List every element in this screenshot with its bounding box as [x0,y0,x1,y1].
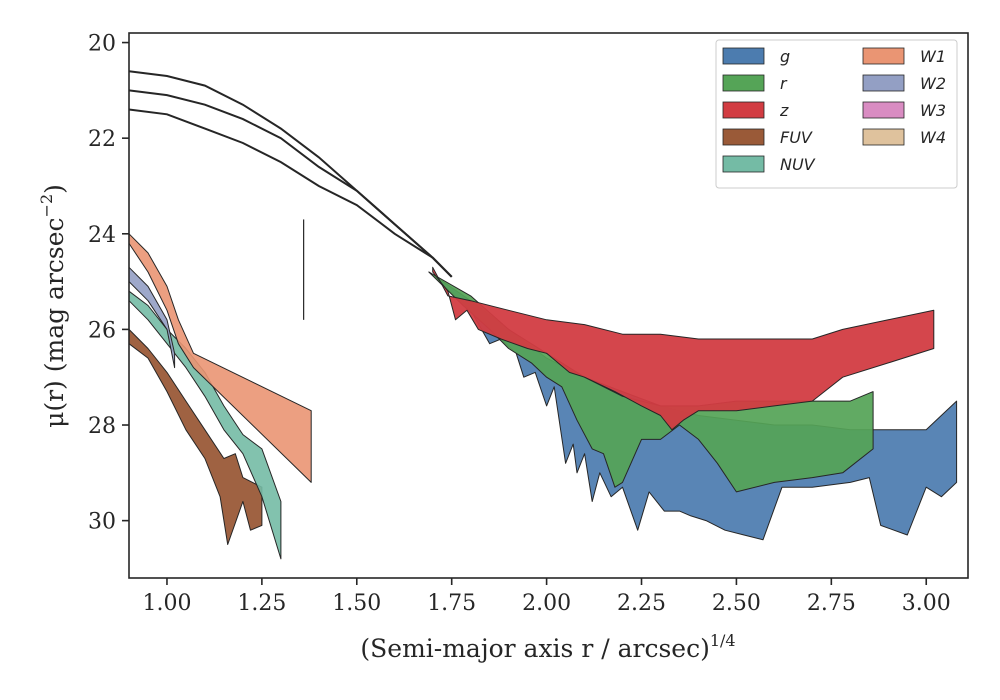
x-tick-label: 1.50 [332,591,381,616]
legend-swatch-g [722,47,765,65]
legend-label-fuv: FUV [780,128,813,147]
legend-label-z: z [779,101,789,120]
x-tick-label: 2.50 [712,591,761,616]
model-curve-1 [128,70,453,278]
x-tick-label: 2.75 [807,591,856,616]
y-tick-label: 24 [88,223,116,248]
legend-swatch-r [722,74,765,92]
legend-swatch-w3 [862,101,905,119]
legend-label-w3: W3 [920,101,946,120]
y-tick-label: 30 [88,510,116,535]
legend-swatch-w4 [862,128,905,146]
legend-swatch-fuv [722,128,765,146]
x-tick-label: 2.25 [617,591,666,616]
band-fuv [128,328,263,545]
legend-swatch-w2 [862,74,905,92]
y-axis-label: μ(r) (mag arcsec−2) [37,184,69,428]
x-tick-label: 3.00 [902,591,951,616]
legend-label-r: r [780,74,788,93]
model-curves-layer [128,70,453,278]
band-w1 [128,233,312,483]
bands-layer [128,233,958,560]
legend-swatch-z [722,101,765,119]
legend-items: grz FUV NUV W1 W2 W3 W4 [722,47,946,174]
y-tick-label: 26 [88,318,116,343]
x-ticks: 1.00 1.25 1.50 1.75 2.00 2.25 2.50 2.75 3.00 [142,578,951,616]
legend-label-w4: W4 [920,128,946,147]
x-tick-label: 1.25 [237,591,286,616]
band-z [432,266,935,431]
legend: grz FUV NUV W1 W2 W3 W4 [715,39,958,189]
y-tick-label: 22 [88,127,116,152]
y-ticks: 20 22 24 26 28 30 [88,32,129,535]
legend-swatch-nuv [722,155,765,173]
model-curve-2 [128,89,453,278]
legend-label-nuv: NUV [780,155,816,174]
plot-frame [128,32,969,579]
legend-label-w1: W1 [920,47,946,66]
legend-swatch-w1 [862,47,905,65]
x-tick-label: 1.00 [142,591,191,616]
model-curve-3 [128,108,453,278]
y-tick-label: 28 [88,414,116,439]
x-axis-label: (Semi-major axis r / arcsec)1/4 [360,631,735,663]
x-tick-label: 1.75 [427,591,476,616]
band-w2 [128,266,176,369]
x-tick-label: 2.00 [522,591,571,616]
y-tick-label: 20 [88,32,116,57]
legend-label-w2: W2 [920,74,946,93]
legend-label-g: g [780,47,790,66]
